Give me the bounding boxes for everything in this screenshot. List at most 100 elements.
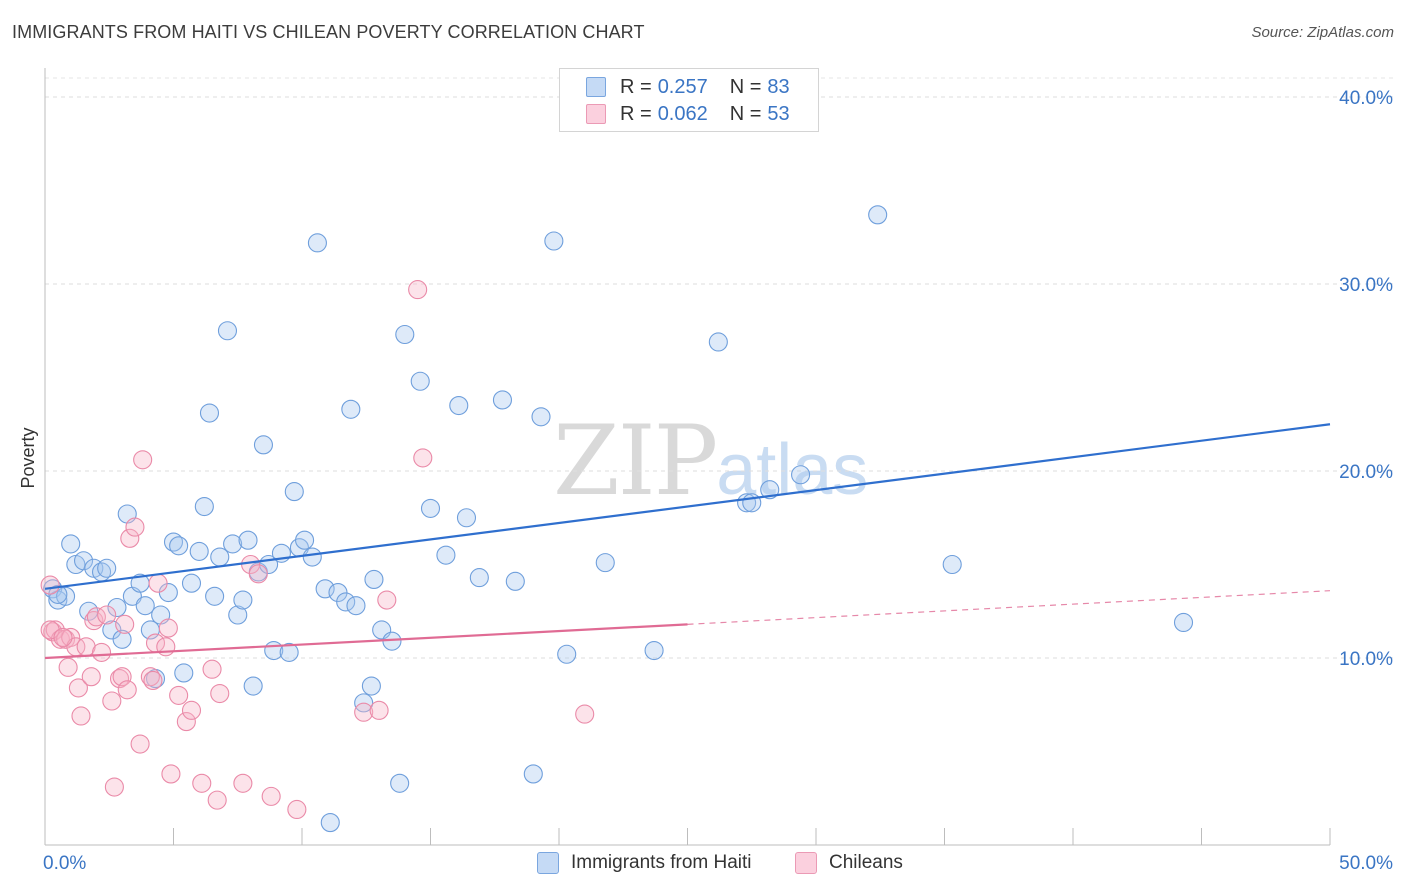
haiti-point [97, 558, 117, 578]
haiti-point [595, 553, 615, 573]
haiti-point [181, 573, 202, 593]
chart-title: IMMIGRANTS FROM HAITI VS CHILEAN POVERTY… [12, 22, 645, 42]
chilean-point [58, 657, 78, 677]
legend-row-haiti: R = 0.257 N = 83 [586, 73, 790, 101]
haiti-point [336, 592, 356, 612]
chilean-point [176, 712, 196, 732]
chilean-point [169, 685, 189, 705]
chilean-point [53, 627, 73, 647]
bottom-legend-haiti: Immigrants from Haiti [537, 852, 752, 874]
chilean-point [130, 734, 150, 754]
chilean-point [125, 517, 145, 537]
chilean-point [133, 450, 153, 470]
chilean-point [161, 764, 181, 784]
chilean-point [192, 773, 212, 793]
chilean-trend-extension [687, 590, 1331, 625]
haiti-point [169, 536, 189, 556]
chilean-point [181, 700, 202, 720]
haiti-point [253, 435, 274, 455]
haiti-point [364, 569, 384, 590]
chilean-point [81, 667, 101, 687]
watermark-zip: ZIP [553, 405, 718, 517]
haiti-point [410, 371, 430, 391]
legend-r-value-chileans: 0.062 [657, 102, 708, 125]
haiti-point [61, 534, 81, 554]
chilean-point [202, 659, 222, 679]
chilean-point [408, 280, 428, 300]
y-tick-label: 10.0% [1339, 649, 1393, 670]
haiti-point [708, 332, 728, 352]
x-tick-label-max: 50.0% [1339, 853, 1393, 874]
chilean-point [233, 773, 253, 793]
haiti-point [112, 629, 132, 649]
chilean-point [369, 700, 389, 720]
haiti-point [346, 596, 366, 616]
haiti-point [217, 321, 238, 341]
haiti-point [505, 571, 525, 591]
haiti-point [395, 324, 415, 345]
haiti-point [942, 554, 962, 575]
legend-r-value-haiti: 0.257 [657, 75, 708, 98]
watermark-atlas: atlas [716, 430, 869, 510]
y-axis-label: Poverty [18, 427, 38, 488]
haiti-point [361, 676, 381, 696]
chilean-point [575, 704, 595, 724]
haiti-point [233, 590, 253, 610]
legend-r-label: R = [620, 75, 652, 98]
haiti-point [238, 530, 258, 550]
legend-n-value-haiti: 83 [767, 75, 790, 98]
chilean-point [97, 605, 117, 625]
haiti-point [163, 532, 184, 552]
chilean-point [261, 786, 281, 806]
haiti-point [189, 541, 209, 561]
legend-n-label: N = [729, 75, 762, 98]
y-tick-label: 30.0% [1339, 275, 1393, 296]
chilean-point [354, 702, 374, 722]
legend-row-chileans: R = 0.062 N = 53 [586, 100, 790, 128]
haiti-point [436, 545, 456, 565]
chilean-point [68, 678, 88, 698]
chilean-point [140, 667, 160, 687]
chilean-point [40, 575, 60, 595]
haiti-point [295, 530, 315, 550]
x-tick-label-min: 0.0% [43, 853, 86, 874]
haiti-point [456, 508, 477, 528]
chilean-point [61, 627, 81, 647]
chilean-point [148, 573, 168, 593]
legend-n-label: N = [729, 102, 762, 125]
haiti-point [199, 403, 220, 423]
haiti-point [644, 640, 664, 661]
haiti-point [279, 642, 299, 662]
haiti-point [243, 676, 263, 696]
haiti-point [390, 773, 410, 793]
haiti-point [205, 586, 225, 606]
haiti-point [492, 390, 513, 410]
bottom-legend-label-chileans: Chileans [829, 852, 903, 873]
haiti-point [74, 551, 94, 571]
chilean-point [102, 691, 122, 711]
haiti-point [320, 813, 340, 833]
haiti-point [135, 596, 155, 616]
haiti-point [557, 644, 577, 664]
source-label: Source: ZipAtlas.com [1251, 24, 1394, 41]
correlation-legend: R = 0.257 N = 83 R = 0.062 N = 53 [559, 68, 819, 132]
chilean-point [210, 683, 230, 704]
haiti-point [284, 482, 304, 502]
haiti-point [449, 395, 469, 416]
haiti-point [174, 663, 194, 683]
haiti-point [420, 498, 441, 518]
haiti-point [315, 579, 335, 599]
chilean-point [287, 799, 307, 820]
zipatlas-watermark: ZIPatlas [553, 405, 868, 517]
haiti-point [56, 586, 76, 606]
haiti-point [544, 231, 564, 251]
chilean-point [115, 614, 135, 634]
haiti-point [223, 534, 243, 554]
haiti-point [523, 764, 543, 784]
chilean-point [143, 670, 163, 690]
bottom-legend-chileans: Chileans [795, 852, 903, 874]
haiti-point [307, 233, 327, 253]
haiti-point [868, 205, 888, 225]
haiti-point [531, 407, 551, 427]
